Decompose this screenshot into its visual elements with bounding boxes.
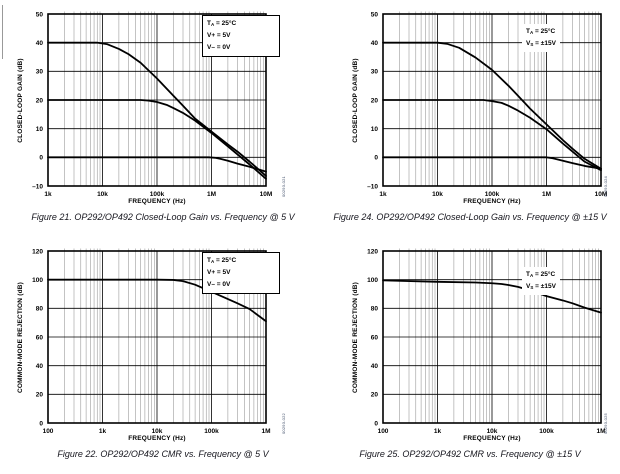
curve-gain-40dB: [382, 41, 602, 170]
test-conditions-annotation: TA = 25°C V+ = 5V V– = 0V: [202, 252, 280, 294]
annotation-line: V+ = 5V: [207, 269, 231, 276]
svg-text:20: 20: [36, 97, 44, 104]
svg-text:–10: –10: [367, 183, 378, 190]
svg-text:10M: 10M: [595, 191, 608, 198]
svg-text:10: 10: [36, 126, 44, 133]
svg-text:10M: 10M: [260, 191, 273, 198]
svg-text:0: 0: [39, 155, 43, 162]
svg-text:100k: 100k: [150, 191, 165, 198]
svg-text:1k: 1k: [434, 428, 442, 435]
curve-gain-20dB: [382, 99, 602, 172]
figure-source-code: 00293-024: [603, 176, 608, 197]
chart-panel-figure-22: COMMON-MODE REJECTION (dB) 100 1k 10k 100k 1…: [0, 237, 310, 474]
svg-text:10k: 10k: [487, 428, 498, 435]
svg-text:20: 20: [36, 392, 44, 399]
y-axis-title: COMMON-MODE REJECTION (dB): [351, 281, 359, 393]
svg-text:80: 80: [36, 306, 44, 313]
svg-text:50: 50: [36, 11, 44, 18]
y-axis-title: CLOSED-LOOP GAIN (dB): [351, 57, 359, 143]
y-axis-title: CLOSED-LOOP GAIN (dB): [16, 57, 24, 143]
figure-caption: Figure 25. OP292/OP492 CMR vs. Frequency…: [359, 449, 581, 459]
test-conditions-annotation: TA = 25°C V+ = 5V V– = 0V: [202, 15, 280, 57]
svg-text:100k: 100k: [485, 191, 500, 198]
chart-panel-figure-24: CLOSED-LOOP GAIN (dB) 1k 10k 100k 1M 10M 50 40…: [310, 0, 620, 237]
y-axis-title: COMMON-MODE REJECTION (dB): [16, 281, 24, 393]
svg-text:50: 50: [371, 11, 379, 18]
x-axis-title: FREQUENCY (Hz): [128, 198, 186, 205]
cmr-plot-15v: 100 1k 10k 100k 1M 120 100 80 60 40 20 0: [367, 248, 605, 435]
svg-text:0: 0: [39, 420, 43, 427]
figure-caption: Figure 21. OP292/OP492 Closed-Loop Gain …: [31, 212, 295, 222]
closed-loop-gain-plot-15v: 1k 10k 100k 1M 10M 50 40 30 20 10 0 –10: [367, 11, 607, 198]
svg-text:10k: 10k: [432, 191, 443, 198]
curve-gain-40dB: [47, 41, 267, 177]
annotation-line: V– = 0V: [207, 44, 231, 51]
svg-text:100: 100: [43, 428, 54, 435]
svg-text:10k: 10k: [152, 428, 163, 435]
svg-text:80: 80: [371, 306, 379, 313]
svg-text:1M: 1M: [207, 191, 216, 198]
annotation-line: V– = 0V: [207, 281, 231, 288]
svg-text:1k: 1k: [44, 191, 52, 198]
svg-text:1M: 1M: [261, 428, 270, 435]
curve-gain-0dB: [382, 156, 602, 170]
x-axis-title: FREQUENCY (Hz): [128, 435, 186, 442]
svg-text:100k: 100k: [539, 428, 554, 435]
svg-text:40: 40: [36, 363, 44, 370]
chart-panel-figure-25: COMMON-MODE REJECTION (dB) 100 1k 10k 100k 1…: [310, 237, 620, 474]
svg-text:–10: –10: [32, 183, 43, 190]
annotation-line: TA = 25°C: [526, 28, 556, 35]
curve-gain-20dB: [47, 99, 267, 180]
svg-text:10: 10: [371, 126, 379, 133]
curve-cmr: [382, 279, 602, 314]
svg-text:10k: 10k: [97, 191, 108, 198]
svg-text:40: 40: [36, 40, 44, 47]
annotation-line: TA = 25°C: [526, 271, 556, 278]
svg-text:120: 120: [367, 248, 378, 255]
svg-text:100: 100: [367, 277, 378, 284]
svg-text:60: 60: [371, 334, 379, 341]
svg-text:60: 60: [36, 334, 44, 341]
closed-loop-gain-plot-5v: 1k 10k 100k 1M 10M 50 40 30 20 10 0 –10: [32, 11, 272, 198]
svg-text:20: 20: [371, 97, 379, 104]
svg-text:20: 20: [371, 392, 379, 399]
svg-text:1k: 1k: [99, 428, 107, 435]
svg-text:120: 120: [32, 248, 43, 255]
annotation-line: V+ = 5V: [207, 32, 231, 39]
annotation-line: TA = 25°C: [207, 257, 237, 264]
svg-text:30: 30: [36, 69, 44, 76]
figure-source-code: 00293-021: [281, 176, 286, 197]
svg-text:100: 100: [32, 277, 43, 284]
svg-text:100: 100: [378, 428, 389, 435]
test-conditions-annotation: TA = 25°C VS = ±15V: [522, 24, 560, 52]
svg-text:40: 40: [371, 363, 379, 370]
figure-caption: Figure 22. OP292/OP492 CMR vs. Frequency…: [57, 449, 269, 459]
x-axis-title: FREQUENCY (Hz): [463, 198, 521, 205]
svg-text:100k: 100k: [204, 428, 219, 435]
figure-source-code: 00293-022: [281, 413, 286, 434]
svg-text:1M: 1M: [596, 428, 605, 435]
svg-text:30: 30: [371, 69, 379, 76]
curve-gain-0dB: [47, 156, 267, 173]
svg-text:0: 0: [374, 420, 378, 427]
page-edge-line: [2, 5, 3, 59]
x-axis-title: FREQUENCY (Hz): [463, 435, 521, 442]
chart-panel-figure-21: CLOSED-LOOP GAIN (dB) 1k 10k 100k 1M 10M 50 40…: [0, 0, 310, 237]
svg-text:1k: 1k: [379, 191, 387, 198]
svg-text:40: 40: [371, 40, 379, 47]
annotation-line: TA = 25°C: [207, 20, 237, 27]
figure-source-code: 00293-025: [603, 413, 608, 434]
svg-text:1M: 1M: [542, 191, 551, 198]
test-conditions-annotation: TA = 25°C VS = ±15V: [522, 267, 560, 295]
figure-caption: Figure 24. OP292/OP492 Closed-Loop Gain …: [333, 212, 607, 222]
annotation-line: VS = ±15V: [526, 283, 556, 290]
svg-text:0: 0: [374, 155, 378, 162]
annotation-line: VS = ±15V: [526, 40, 556, 47]
